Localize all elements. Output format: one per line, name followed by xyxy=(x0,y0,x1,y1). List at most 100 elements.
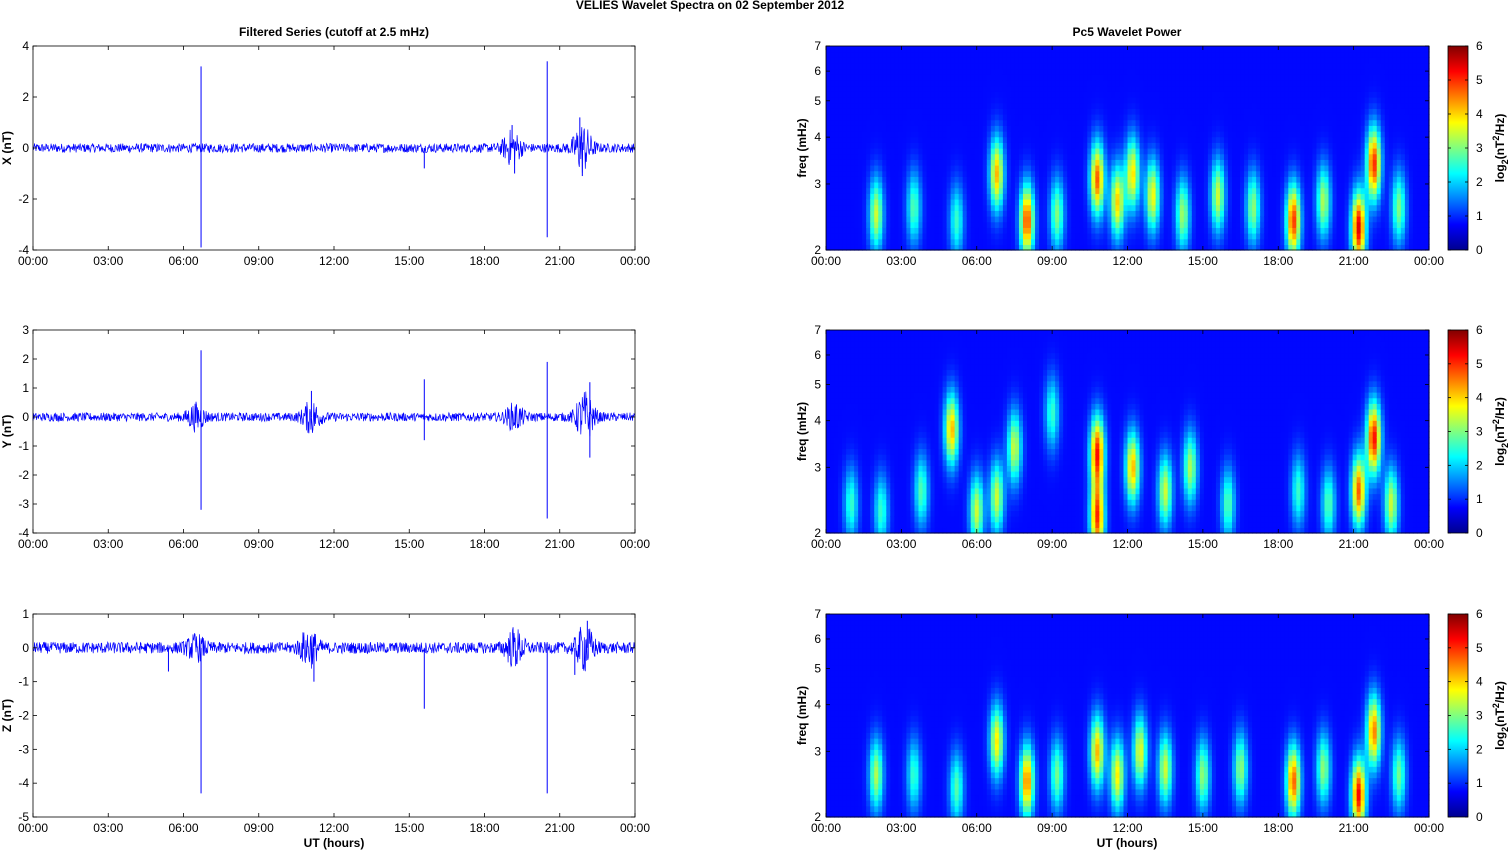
power-cell xyxy=(1139,238,1145,245)
power-cell xyxy=(1002,80,1008,87)
panels: 420-2-400:00 03:00 06:00 09:00 12:00 15:00 18:… xyxy=(0,39,1510,835)
power-cell xyxy=(910,131,916,138)
power-cell xyxy=(1344,46,1350,53)
power-cell xyxy=(1191,119,1197,126)
power-cell xyxy=(1163,159,1169,166)
power-cell xyxy=(1014,136,1020,143)
power-cell xyxy=(926,46,932,53)
power-cell xyxy=(1344,233,1350,240)
power-cell xyxy=(1324,108,1330,115)
x-tick-label: 18:00 xyxy=(469,537,499,551)
power-cell xyxy=(830,51,835,58)
power-cell xyxy=(934,63,940,70)
power-cell xyxy=(1352,142,1358,149)
power-cell xyxy=(958,199,964,206)
power-cell xyxy=(966,142,972,149)
power-cell xyxy=(938,199,944,206)
power-cell xyxy=(1111,142,1117,149)
power-cell xyxy=(978,165,984,172)
power-cell xyxy=(1332,114,1338,121)
power-cell xyxy=(1219,46,1225,53)
power-cell xyxy=(942,114,948,121)
power-cell xyxy=(1083,176,1088,183)
power-cell xyxy=(1308,51,1314,58)
power-cell xyxy=(986,221,992,228)
power-cell xyxy=(986,97,992,104)
power-cell xyxy=(1240,74,1245,81)
power-cell xyxy=(1191,63,1197,70)
power-cell xyxy=(1006,193,1012,200)
power-cell xyxy=(1352,114,1358,121)
power-cell xyxy=(934,68,940,75)
power-cell xyxy=(1288,51,1293,58)
power-cell xyxy=(994,119,1000,126)
power-cell xyxy=(1047,91,1052,98)
power-cell xyxy=(1252,165,1257,172)
power-cell xyxy=(1223,233,1229,240)
power-cell xyxy=(830,227,835,234)
power-cell xyxy=(846,68,851,75)
power-cell xyxy=(1014,199,1020,206)
power-cell xyxy=(890,216,895,223)
power-cell xyxy=(1171,125,1177,132)
power-cell xyxy=(1039,176,1044,183)
power-cell xyxy=(1240,63,1245,70)
power-cell xyxy=(1099,193,1104,200)
power-cell xyxy=(1276,91,1281,98)
power-cell xyxy=(826,74,831,81)
power-cell xyxy=(1031,119,1036,126)
power-cell xyxy=(1308,170,1314,177)
power-cell xyxy=(910,182,916,189)
power-cell xyxy=(1159,46,1165,53)
power-cell xyxy=(982,51,988,58)
power-cell xyxy=(882,51,887,58)
power-cell xyxy=(1027,63,1032,70)
power-cell xyxy=(862,102,867,109)
power-cell xyxy=(890,221,895,228)
power-cell xyxy=(898,57,903,64)
power-cell xyxy=(954,182,960,189)
power-cell xyxy=(1340,227,1346,234)
power-cell xyxy=(1199,193,1205,200)
power-cell xyxy=(1352,74,1358,81)
power-cell xyxy=(1280,142,1285,149)
power-cell xyxy=(1022,114,1028,121)
power-cell xyxy=(834,227,839,234)
power-cell xyxy=(1324,165,1330,172)
power-cell xyxy=(1171,182,1177,189)
power-cell xyxy=(1051,142,1056,149)
power-cell xyxy=(978,136,984,143)
power-cell xyxy=(1336,125,1342,132)
power-cell xyxy=(1223,142,1229,149)
power-cell xyxy=(1268,119,1273,126)
power-cell xyxy=(878,170,883,177)
power-cell xyxy=(1171,165,1177,172)
power-cell xyxy=(1027,85,1032,92)
power-cell xyxy=(1155,102,1161,109)
power-cell xyxy=(1071,170,1076,177)
power-cell xyxy=(1195,108,1201,115)
power-cell xyxy=(1127,136,1133,143)
power-cell xyxy=(1031,176,1036,183)
power-cell xyxy=(1352,216,1358,223)
power-cell xyxy=(878,182,883,189)
power-cell xyxy=(1187,51,1193,58)
power-cell xyxy=(942,204,948,211)
y-tick-label: 2 xyxy=(22,352,29,366)
power-cell xyxy=(1288,227,1293,234)
power-cell xyxy=(1232,216,1237,223)
power-cell xyxy=(1288,97,1293,104)
power-cell xyxy=(1123,68,1129,75)
power-cell xyxy=(950,119,956,126)
power-cell xyxy=(894,114,899,121)
power-cell xyxy=(1167,131,1173,138)
power-cell xyxy=(1207,148,1213,155)
power-cell xyxy=(1348,108,1354,115)
power-cell xyxy=(998,227,1004,234)
power-cell xyxy=(934,199,940,206)
power-cell xyxy=(1163,63,1169,70)
power-cell xyxy=(1248,170,1253,177)
power-cell xyxy=(1159,170,1165,177)
power-cell xyxy=(898,159,903,166)
power-cell xyxy=(1091,119,1096,126)
